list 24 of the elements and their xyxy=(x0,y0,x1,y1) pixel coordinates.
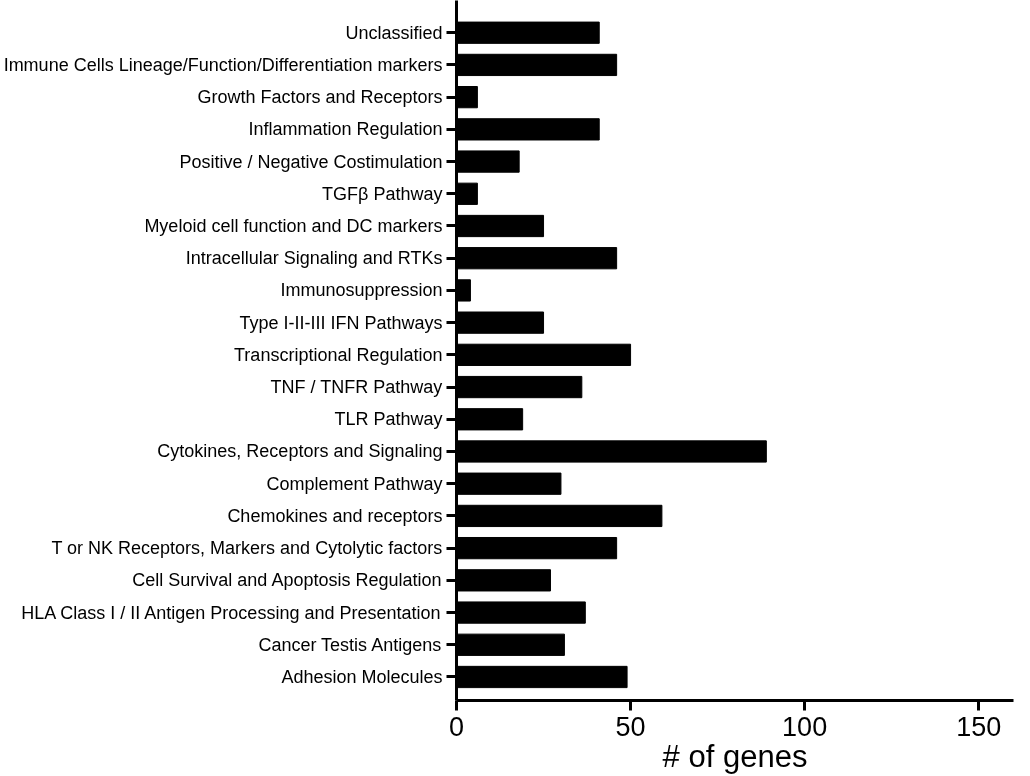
x-tick-label: 0 xyxy=(448,711,465,742)
x-tick-label: 50 xyxy=(615,711,646,742)
y-tick-label: TNF / TNFR Pathway xyxy=(270,377,443,398)
y-tick-label: Type I-II-III IFN Pathways xyxy=(239,312,443,333)
y-tick-label: Inflammation Regulation xyxy=(248,119,443,140)
y-tick-label: TLR Pathway xyxy=(334,409,443,430)
y-tick-label: TGFβ Pathway xyxy=(322,183,443,204)
y-tick-label: Intracellular Signaling and RTKs xyxy=(185,248,443,269)
x-tick-label: 150 xyxy=(956,711,1002,742)
y-tick-label: Growth Factors and Receptors xyxy=(197,87,443,108)
y-tick-label: Immunosuppression xyxy=(280,280,443,301)
y-tick-label: Positive / Negative Costimulation xyxy=(179,151,443,172)
y-tick-label: Adhesion Molecules xyxy=(281,666,443,687)
y-tick-label: HLA Class I / II Antigen Processing and Presentation xyxy=(21,602,441,623)
y-tick-label: Unclassified xyxy=(345,22,443,43)
y-tick-label: Chemokines and receptors xyxy=(227,505,443,526)
y-tick-label: Myeloid cell function and DC markers xyxy=(144,215,443,236)
y-tick-label: Cancer Testis Antigens xyxy=(258,634,442,655)
y-tick-label: Complement Pathway xyxy=(266,473,443,494)
y-tick-label: T or NK Receptors, Markers and Cytolytic factors xyxy=(51,538,443,559)
y-tick-label: Immune Cells Lineage/Function/Differentiation markers xyxy=(3,54,443,75)
y-tick-label: Cytokines, Receptors and Signaling xyxy=(157,441,443,462)
y-tick-label: Transcriptional Regulation xyxy=(234,344,443,365)
y-tick-label: Cell Survival and Apoptosis Regulation xyxy=(132,570,442,591)
